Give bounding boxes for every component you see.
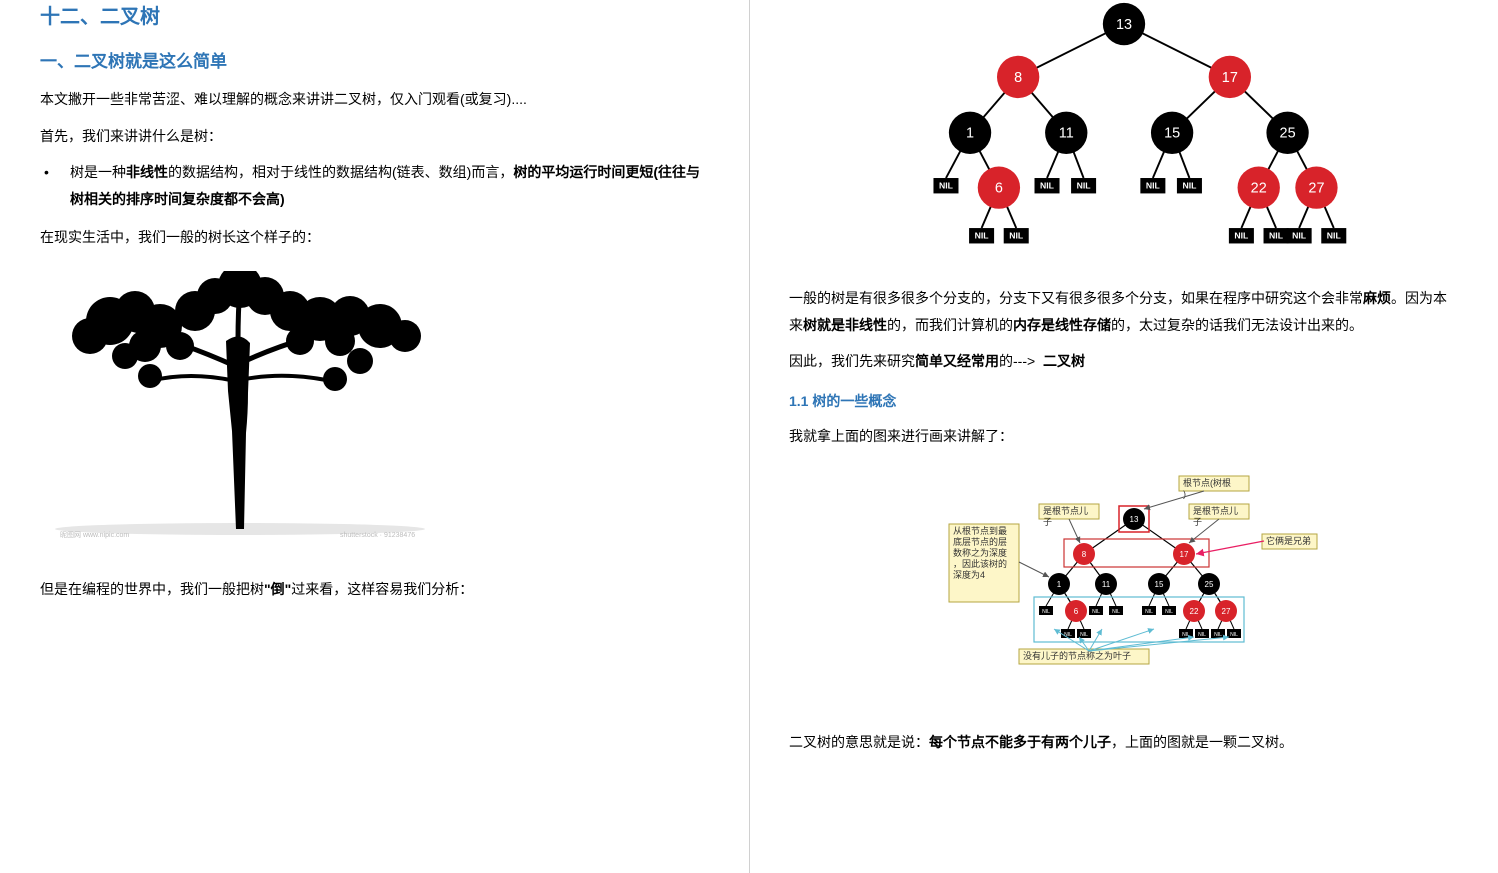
text-seg-bold: 每个节点不能多于有两个儿子 <box>929 734 1111 750</box>
svg-text:NIL: NIL <box>1292 231 1307 241</box>
text-seg-bold: 简单又经常用 <box>915 353 999 369</box>
svg-text:NIL: NIL <box>1326 231 1341 241</box>
section-title: 一、二叉树就是这么简单 <box>40 47 709 72</box>
bullet-seg: 树是一种 <box>70 164 126 180</box>
text-seg: 因此，我们先来研究 <box>789 353 915 369</box>
svg-text:NIL: NIL <box>1145 181 1160 191</box>
watermark-left: 昵图网 www.nipic.com <box>60 531 129 539</box>
svg-text:NIL: NIL <box>1145 609 1153 615</box>
text-seg-bold: 麻烦 <box>1363 290 1391 306</box>
svg-text:8: 8 <box>1014 70 1022 86</box>
svg-text:子: 子 <box>1043 517 1052 527</box>
svg-text:NIL: NIL <box>1064 632 1072 638</box>
real-tree-illustration: 昵图网 www.nipic.com shutterstock · 9123847… <box>40 271 440 541</box>
svg-text:，因此该树的: ，因此该树的 <box>953 558 1007 569</box>
text-seg-bold: 内存是线性存储 <box>1013 317 1111 333</box>
para-binary-meaning: 二叉树的意思就是说：每个节点不能多于有两个儿子，上面的图就是一颗二叉树。 <box>789 729 1458 756</box>
text-seg: ，上面的图就是一颗二叉树。 <box>1111 734 1293 750</box>
svg-text:6: 6 <box>1073 607 1078 616</box>
svg-text:是根节点儿: 是根节点儿 <box>1193 505 1238 516</box>
svg-text:NIL: NIL <box>1182 632 1190 638</box>
svg-text:13: 13 <box>1129 515 1138 524</box>
svg-text:NIL: NIL <box>1076 181 1091 191</box>
svg-text:它俩是兄弟: 它俩是兄弟 <box>1266 535 1311 546</box>
svg-text:1: 1 <box>1056 580 1061 589</box>
svg-text:NIL: NIL <box>1214 632 1222 638</box>
red-black-tree-diagram: NILNILNILNILNILNILNILNILNILNILNIL1381711… <box>864 0 1384 255</box>
svg-text:15: 15 <box>1154 580 1163 589</box>
annotated-tree-diagram: NILNILNILNILNILNILNILNILNILNILNIL1381711… <box>844 459 1404 669</box>
svg-text:6: 6 <box>994 180 1002 196</box>
para-many-branches: 一般的树是有很多很多个分支的，分支下又有很多很多个分支，如果在程序中研究这个会非… <box>789 285 1458 338</box>
svg-text:NIL: NIL <box>974 231 989 241</box>
text-seg: 的---> <box>999 353 1043 369</box>
svg-text:深度为4: 深度为4 <box>953 569 985 580</box>
bullet-seg: 的数据结构，相对于线性的数据结构(链表、数组)而言， <box>168 164 513 180</box>
para-what-is-tree: 首先，我们来讲讲什么是树： <box>40 123 709 150</box>
svg-text:NIL: NIL <box>1080 632 1088 638</box>
svg-text:22: 22 <box>1189 607 1198 616</box>
svg-text:25: 25 <box>1204 580 1213 589</box>
svg-text:17: 17 <box>1179 550 1188 559</box>
svg-text:子: 子 <box>1193 517 1202 527</box>
text-seg: 的，而我们计算机的 <box>887 317 1013 333</box>
para-intro: 本文撇开一些非常苦涩、难以理解的概念来讲讲二叉树，仅入门观看(或复习).... <box>40 86 709 113</box>
svg-text:NIL: NIL <box>1165 609 1173 615</box>
svg-text:11: 11 <box>1058 126 1073 142</box>
svg-text:22: 22 <box>1250 180 1266 196</box>
para-use-diagram: 我就拿上面的图来进行画来讲解了： <box>789 423 1458 450</box>
svg-text:27: 27 <box>1221 607 1230 616</box>
watermark-right: shutterstock · 91238476 <box>340 532 415 539</box>
svg-text:27: 27 <box>1308 180 1324 196</box>
svg-text:NIL: NIL <box>1092 609 1100 615</box>
svg-text:11: 11 <box>1101 580 1110 589</box>
bullet-text: 树是一种非线性的数据结构，相对于线性的数据结构(链表、数组)而言，树的平均运行时… <box>70 159 709 212</box>
svg-text:NIL: NIL <box>939 181 954 191</box>
left-column: 十二、二叉树 一、二叉树就是这么简单 本文撇开一些非常苦涩、难以理解的概念来讲讲… <box>0 0 749 873</box>
right-column: NILNILNILNILNILNILNILNILNILNILNIL1381711… <box>749 0 1498 873</box>
text-seg-bold: 树就是非线性 <box>803 317 887 333</box>
bullet-item: • 树是一种非线性的数据结构，相对于线性的数据结构(链表、数组)而言，树的平均运… <box>40 159 709 212</box>
svg-text:1: 1 <box>966 126 974 142</box>
svg-text:13: 13 <box>1115 17 1131 33</box>
svg-text:底层节点的层: 底层节点的层 <box>953 536 1007 547</box>
bullet-dot: • <box>40 159 70 212</box>
text-seg-bold: "倒" <box>264 581 291 597</box>
svg-text:是根节点儿: 是根节点儿 <box>1043 505 1088 516</box>
svg-text:从根节点到最: 从根节点到最 <box>953 525 1007 536</box>
text-seg: 的，太过复杂的话我们无法设计出来的。 <box>1111 317 1363 333</box>
svg-text:8: 8 <box>1081 550 1086 559</box>
para-real-tree: 在现实生活中，我们一般的树长这个样子的： <box>40 224 709 251</box>
svg-text:NIL: NIL <box>1198 632 1206 638</box>
bullet-seg-bold: 非线性 <box>126 164 168 180</box>
sub-title: 1.1 树的一些概念 <box>789 391 1458 411</box>
svg-text:根节点(树根: 根节点(树根 <box>1183 477 1231 488</box>
svg-text:17: 17 <box>1221 70 1237 86</box>
svg-text:数称之为深度: 数称之为深度 <box>953 547 1007 558</box>
svg-text:没有儿子的节点称之为叶子: 没有儿子的节点称之为叶子 <box>1023 650 1131 661</box>
svg-text:NIL: NIL <box>1040 181 1055 191</box>
text-seg-bold: 二叉树 <box>1043 353 1085 369</box>
text-seg: 一般的树是有很多很多个分支的，分支下又有很多很多个分支，如果在程序中研究这个会非… <box>789 290 1363 306</box>
chapter-title: 十二、二叉树 <box>40 0 709 29</box>
svg-text:NIL: NIL <box>1112 609 1120 615</box>
svg-text:NIL: NIL <box>1234 231 1249 241</box>
para-inverted-tree: 但是在编程的世界中，我们一般把树"倒"过来看，这样容易我们分析： <box>40 576 709 603</box>
svg-text:NIL: NIL <box>1182 181 1197 191</box>
text-seg: 但是在编程的世界中，我们一般把树 <box>40 581 264 597</box>
text-seg: 二叉树的意思就是说： <box>789 734 929 750</box>
svg-text:NIL: NIL <box>1269 231 1284 241</box>
svg-text:NIL: NIL <box>1230 632 1238 638</box>
svg-text:25: 25 <box>1279 126 1295 142</box>
svg-text:15: 15 <box>1164 126 1180 142</box>
svg-text:NIL: NIL <box>1009 231 1024 241</box>
text-seg: 过来看，这样容易我们分析： <box>291 581 473 597</box>
para-therefore: 因此，我们先来研究简单又经常用的---> 二叉树 <box>789 348 1458 375</box>
svg-text:NIL: NIL <box>1042 609 1050 615</box>
